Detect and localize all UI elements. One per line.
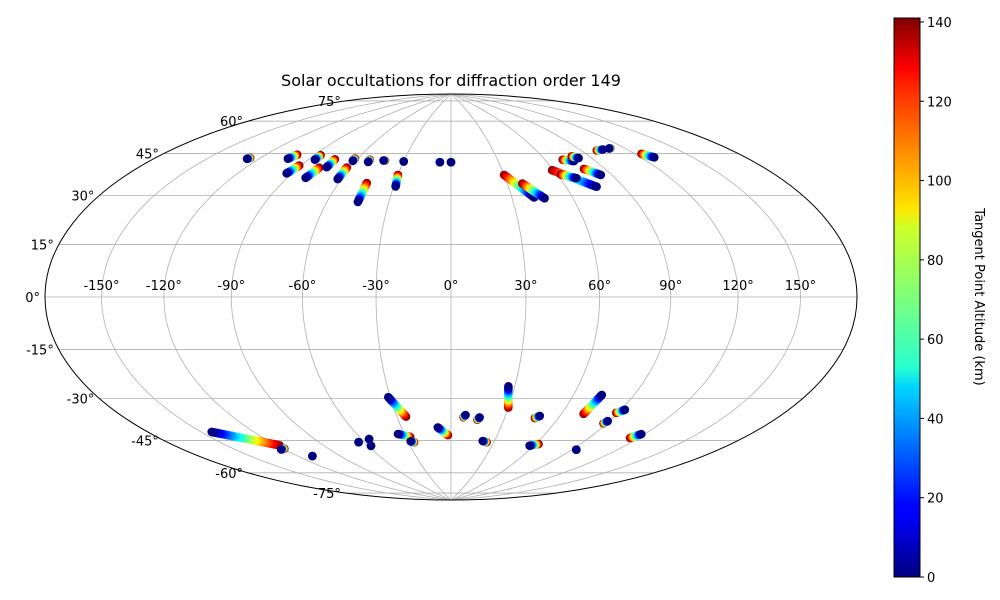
chart-title: Solar occultations for diffraction order… [281,71,621,90]
occultation-point [572,445,581,455]
occultation-point [310,155,320,164]
occultation-point [348,156,358,166]
colorbar-tick-label: 60 [927,333,944,348]
occultation-point [308,451,317,461]
lat-tick-label: 60° [220,115,243,130]
lon-tick-label: 150° [785,279,816,294]
occultation-point [391,182,400,191]
occultation-point [276,445,286,454]
occultation-point [384,392,393,402]
lat-tick-label: -45° [131,435,159,450]
occultation-point [364,434,374,444]
occultation-point [650,153,659,162]
occultation-point [461,410,470,420]
occultation-point [596,170,606,180]
colorbar-tick-label: 140 [927,16,952,31]
colorbar-gradient [893,17,921,578]
colorbar-tick-label: 0 [927,571,935,586]
occultation-point [282,169,291,178]
colorbar-label: Tangent Point Altitude (km) [971,207,986,385]
lat-tick-label: 30° [71,190,94,205]
occultation-point [592,182,601,191]
occultation-point [504,382,513,391]
lon-tick-label: 0° [444,279,459,294]
occultation-point [535,411,545,421]
occultation-point [433,423,443,432]
occultation-point [333,174,343,184]
lat-tick-label: 15° [31,238,54,253]
lon-tick-label: 30° [514,279,537,294]
lon-tick-label: -60° [289,279,317,294]
occultation-point [363,157,373,167]
occultation-point [475,413,484,422]
grid-lines [45,94,857,500]
occultation-point [207,427,216,437]
lon-tick-label: 120° [722,279,753,294]
occultation-point [354,437,363,447]
occultation-point [379,156,388,165]
occultation-point [301,173,310,183]
colorbar-tick-label: 120 [927,95,952,110]
data-points [207,143,659,461]
colorbar-ticks: 0 20 40 60 80 100 120 140 [920,16,952,586]
colorbar-tick-label: 100 [927,175,952,190]
occultation-point [603,416,612,426]
occultation-point [242,154,252,164]
occultation-point [393,429,403,439]
occultation-point [574,153,583,163]
map-boundary [44,93,858,501]
lat-tick-label: -30° [67,393,95,408]
lat-tick-label: -60° [215,467,243,482]
occultation-point [399,157,409,166]
lat-tick-label: -75° [313,487,341,502]
occultation-point [478,436,488,446]
lon-tick-label: -30° [362,279,390,294]
colorbar-tick-label: 20 [927,492,944,507]
occultation-point [572,173,581,183]
occultation-point [353,197,363,207]
occultation-point [322,162,332,172]
lat-tick-label: 45° [136,147,159,162]
occultation-point [446,157,456,167]
lon-tick-label: 60° [588,279,611,294]
occultation-point [597,390,607,400]
occultation-point [525,441,534,451]
lat-tick-label: 75° [318,95,341,110]
occultation-point [637,429,646,439]
colorbar-tick-label: 80 [927,254,944,269]
occultation-point [540,194,549,203]
occultation-point [283,154,293,163]
colorbar-tick-label: 40 [927,412,944,427]
lon-tick-label: 90° [659,279,682,294]
lon-tick-label: -90° [217,279,245,294]
occultation-point [435,157,445,167]
lon-tick-label: -150° [83,279,119,294]
occultation-point [366,441,376,451]
lon-tick-label: -120° [146,279,182,294]
occultation-point [406,437,416,446]
colorbar: 0 20 40 60 80 100 120 140 Tangent Point Altitud… [893,16,986,586]
occultation-point [604,144,614,153]
lat-tick-label: 0° [25,291,40,306]
occultation-point [620,405,630,415]
lat-tick-label: -15° [26,344,54,359]
tick-labels: -150° -120° -90° -60° -30° 0° 30° 60° 90° 120° 150… [25,95,816,502]
